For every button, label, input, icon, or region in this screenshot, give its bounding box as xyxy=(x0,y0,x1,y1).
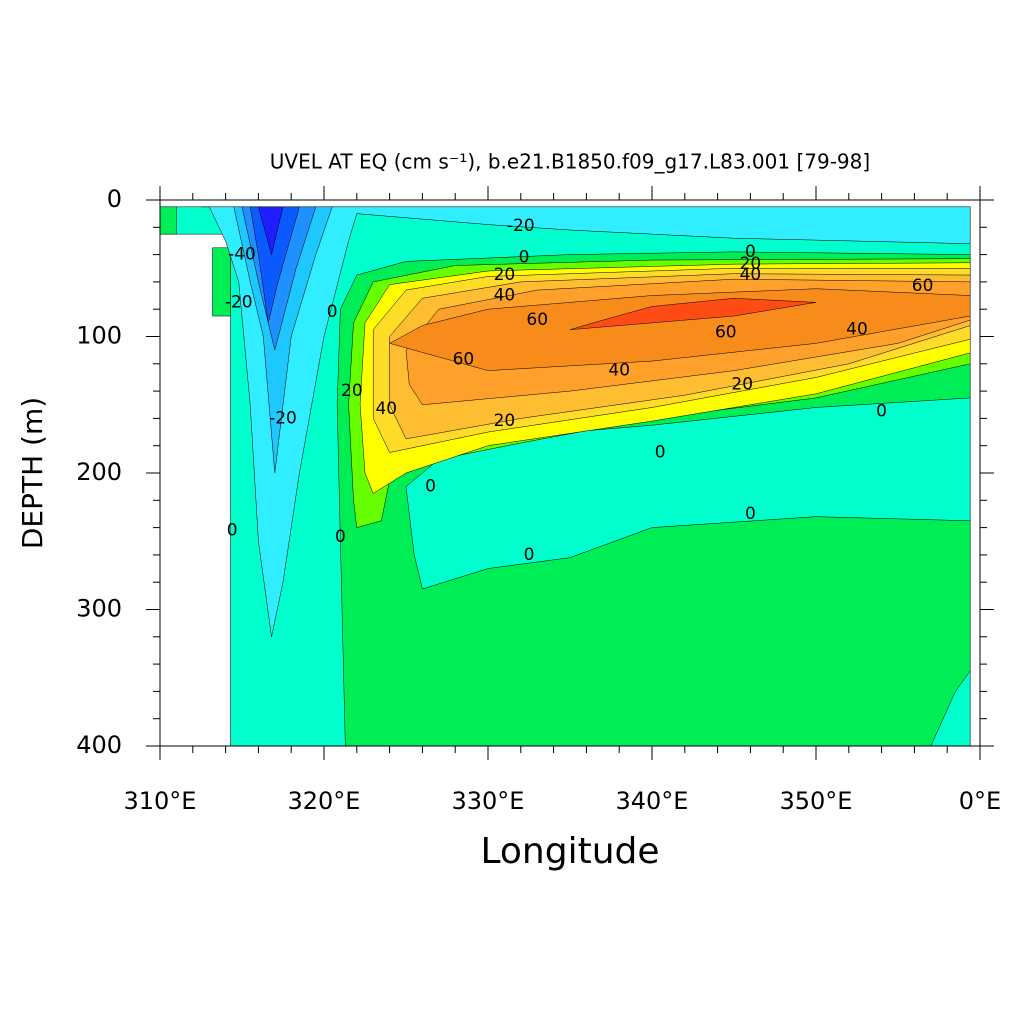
contour-label: 0 xyxy=(227,520,238,540)
contour-label: 20 xyxy=(494,411,516,431)
contour-label: -20 xyxy=(507,216,535,236)
contour-label: 60 xyxy=(526,310,548,330)
contour-label: 0 xyxy=(655,443,666,463)
contour-label: -20 xyxy=(225,292,253,312)
contour-label: 0 xyxy=(335,527,346,547)
contour-label: 0 xyxy=(425,477,436,497)
y-tick-label: 100 xyxy=(76,322,122,350)
contour-label: 20 xyxy=(494,265,516,285)
x-tick-label: 330°E xyxy=(452,787,525,815)
contour-label: 0 xyxy=(519,247,530,267)
contour-label: 20 xyxy=(731,374,753,394)
contour-label: 20 xyxy=(740,254,762,274)
contour-label: 0 xyxy=(745,242,756,262)
x-tick-label: 310°E xyxy=(124,787,197,815)
contour-label: 40 xyxy=(608,361,630,381)
contour-region xyxy=(159,206,177,235)
y-tick-label: 400 xyxy=(76,731,122,759)
contour-label: 0 xyxy=(524,545,535,565)
contour-label: -20 xyxy=(269,408,297,428)
contour-region xyxy=(258,206,284,255)
contour-label: 60 xyxy=(912,276,934,296)
contour-label: 40 xyxy=(740,265,762,285)
x-axis-label: Longitude xyxy=(480,831,659,872)
y-axis-label: DEPTH (m) xyxy=(16,397,49,549)
contour-region xyxy=(249,206,300,323)
contour-label: 60 xyxy=(453,350,475,370)
contour-region xyxy=(569,298,817,330)
x-tick-label: 350°E xyxy=(780,787,853,815)
contour-label: 0 xyxy=(876,402,887,422)
y-tick-label: 200 xyxy=(76,458,122,486)
x-tick-label: 320°E xyxy=(288,787,361,815)
y-tick-label: 0 xyxy=(107,185,122,213)
contour-region xyxy=(405,397,971,590)
contour-label: -40 xyxy=(228,245,256,265)
contour-label: 40 xyxy=(494,286,516,306)
contour-label: 40 xyxy=(846,320,868,340)
contour-region xyxy=(212,247,231,317)
y-tick-label: 300 xyxy=(76,595,122,623)
contour-label: 0 xyxy=(327,302,338,322)
x-tick-label: 340°E xyxy=(616,787,689,815)
contour-label: 20 xyxy=(341,381,363,401)
contour-label: 40 xyxy=(375,399,397,419)
chart-title: UVEL AT EQ (cm s⁻¹), b.e21.B1850.f09_g17… xyxy=(270,150,870,174)
contour-region xyxy=(388,288,971,371)
x-tick-label: 0°E xyxy=(959,787,1001,815)
contour-label: 60 xyxy=(715,322,737,342)
contour-label: 0 xyxy=(745,504,756,524)
